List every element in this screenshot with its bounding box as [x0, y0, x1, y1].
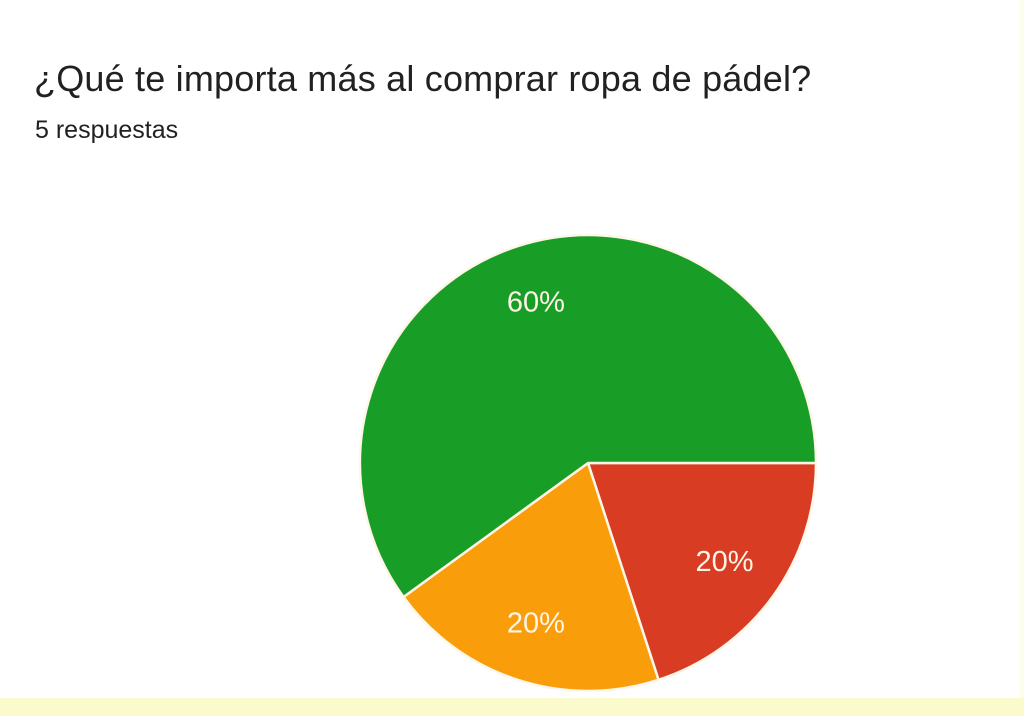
pie-slice-label-red: 20% — [695, 546, 753, 578]
pie-slice-label-orange: 20% — [507, 608, 565, 640]
pie-slice-green[interactable] — [358, 233, 818, 599]
pie-slice-red[interactable] — [586, 461, 818, 682]
pie-slice-orange[interactable] — [402, 461, 660, 693]
question-title: ¿Qué te importa más al comprar ropa de p… — [34, 58, 812, 99]
pie-slice-label-green: 60% — [507, 287, 565, 319]
right-edge-strip — [1019, 0, 1024, 716]
pie-chart-svg: 20% 20% 60% — [358, 233, 818, 693]
responses-count: 5 respuestas — [35, 116, 179, 144]
bottom-edge-strip — [0, 698, 1024, 716]
pie-chart: 20% 20% 60% — [340, 215, 836, 711]
